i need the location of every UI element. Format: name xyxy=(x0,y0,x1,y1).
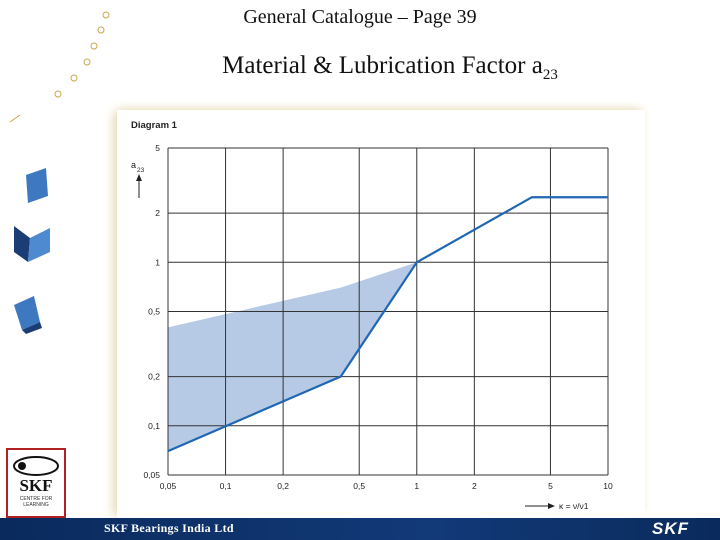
y-tick-label: 5 xyxy=(155,143,160,153)
y-axis-label-sub: 23 xyxy=(137,167,145,174)
x-tick-label: 0,05 xyxy=(160,481,177,491)
deco-ring xyxy=(90,42,98,50)
y-axis-arrowhead xyxy=(136,174,142,181)
footer-company: SKF Bearings India Ltd xyxy=(104,521,234,535)
x-tick-label: 5 xyxy=(548,481,553,491)
book-icon xyxy=(26,168,48,203)
title-subscript: 23 xyxy=(542,67,558,83)
deco-ring xyxy=(97,26,105,34)
slide-side-gradient xyxy=(0,0,110,520)
logo-sub-line: CENTRE FOR xyxy=(19,496,53,502)
x-tick-label: 0,5 xyxy=(353,481,365,491)
deco-ring xyxy=(102,11,110,19)
x-tick-label: 10 xyxy=(603,481,613,491)
y-tick-label: 0,5 xyxy=(148,307,160,317)
title-text: Material & Lubrication Factor a xyxy=(222,52,543,79)
deco-ring xyxy=(83,58,91,66)
book-icon xyxy=(14,296,40,330)
x-tick-label: 2 xyxy=(472,481,477,491)
x-tick-label: 1 xyxy=(414,481,419,491)
deco-ring xyxy=(70,74,78,82)
x-axis-arrowhead xyxy=(548,503,555,509)
deco-line xyxy=(9,114,21,123)
x-tick-label: 0,2 xyxy=(277,481,289,491)
chart-title: Diagram 1 xyxy=(131,120,178,131)
book-icon xyxy=(28,228,50,262)
book-icon xyxy=(14,226,30,262)
footer-bar xyxy=(0,518,720,540)
x-axis-label: κ = ν/ν1 xyxy=(559,501,589,511)
deco-ring xyxy=(54,90,62,98)
logo-sub-text: CENTRE FOR LEARNING xyxy=(8,496,64,508)
footer-brand: SKF xyxy=(652,519,689,538)
logo-main-text: SKF xyxy=(19,476,53,495)
y-tick-label: 0,1 xyxy=(148,421,160,431)
page-header: General Catalogue – Page 39 xyxy=(243,6,477,28)
y-tick-label: 1 xyxy=(155,257,160,267)
bearing-icon xyxy=(13,456,59,476)
shaded-band xyxy=(168,262,417,452)
y-tick-label: 0,05 xyxy=(143,470,160,480)
x-tick-label: 0,1 xyxy=(220,481,232,491)
skf-learning-logo: SKF CENTRE FOR LEARNING xyxy=(6,448,66,518)
y-tick-label: 0,2 xyxy=(148,372,160,382)
decorative-books xyxy=(9,11,110,334)
y-tick-label: 2 xyxy=(155,208,160,218)
book-icon xyxy=(22,322,42,334)
slide-title: Material & Lubrication Factor a23 xyxy=(150,52,630,84)
series-line xyxy=(167,196,608,453)
logo-sub-line: LEARNING xyxy=(23,502,49,508)
y-axis-label: a xyxy=(131,160,136,170)
chart: Diagram 1 0,05 0,1 0,2 0,5 1 2 5 10 0,05 0,1 0,2 0,5… xyxy=(131,120,613,511)
